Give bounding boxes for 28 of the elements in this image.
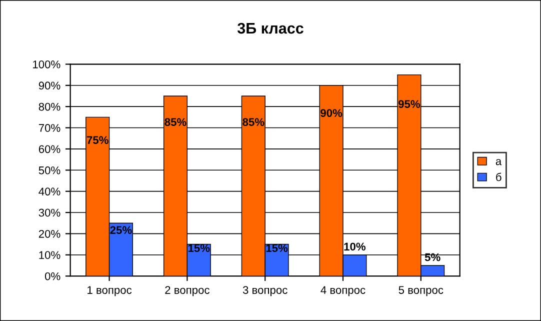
y-tick-label: 80%: [38, 102, 60, 111]
data-label: 15%: [266, 244, 288, 252]
x-tick-label: 5 вопрос: [398, 286, 444, 296]
y-tick-label: 40%: [38, 188, 60, 196]
data-label: 85%: [164, 118, 186, 126]
data-label: 10%: [344, 242, 366, 251]
x-tick-label: 4 вопрос: [320, 286, 366, 296]
y-tick-label: 0%: [44, 272, 60, 280]
data-label: 85%: [242, 118, 264, 126]
data-label: 75%: [86, 136, 108, 144]
y-tick-label: 100%: [33, 60, 60, 68]
y-tick-label: 20%: [38, 230, 60, 238]
y-tick-label: 30%: [38, 208, 60, 217]
x-tick-label: 3 вопрос: [242, 286, 288, 296]
chart-title: 3Б класс: [237, 22, 304, 34]
data-label: 95%: [398, 100, 420, 108]
x-tick-label: 1 вопрос: [88, 286, 132, 296]
legend-label: б: [496, 172, 502, 182]
x-tick-label: 2 вопрос: [165, 286, 210, 296]
y-tick-label: 90%: [38, 82, 60, 90]
data-label: 90%: [320, 109, 342, 117]
data-label: 25%: [110, 226, 132, 234]
legend-label: а: [496, 159, 502, 166]
y-tick-label: 70%: [38, 124, 60, 132]
y-tick-label: 60%: [38, 145, 60, 154]
data-label: 15%: [188, 244, 210, 252]
y-tick-label: 10%: [39, 251, 60, 260]
y-tick-label: 50%: [38, 166, 60, 174]
